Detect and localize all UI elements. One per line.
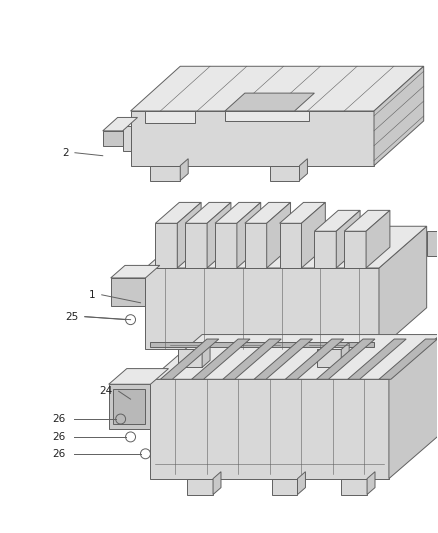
Text: 24: 24 — [99, 386, 113, 396]
Text: 26: 26 — [53, 432, 66, 442]
Polygon shape — [150, 335, 438, 379]
Polygon shape — [237, 203, 261, 268]
Polygon shape — [344, 231, 366, 268]
Polygon shape — [150, 342, 374, 348]
Polygon shape — [113, 389, 145, 424]
Polygon shape — [344, 211, 390, 231]
Polygon shape — [185, 223, 207, 268]
Polygon shape — [215, 223, 237, 268]
Polygon shape — [213, 472, 221, 495]
Text: 25: 25 — [66, 312, 79, 322]
Polygon shape — [427, 231, 438, 256]
Text: 26: 26 — [53, 449, 66, 459]
Polygon shape — [131, 111, 374, 166]
Polygon shape — [215, 203, 261, 223]
Polygon shape — [301, 203, 325, 268]
Polygon shape — [285, 339, 344, 379]
Polygon shape — [254, 339, 312, 379]
Polygon shape — [314, 231, 336, 268]
Polygon shape — [185, 203, 231, 223]
Polygon shape — [155, 223, 177, 268]
Polygon shape — [155, 203, 201, 223]
Polygon shape — [379, 226, 427, 350]
Polygon shape — [145, 226, 427, 268]
Polygon shape — [317, 339, 375, 379]
Polygon shape — [300, 159, 307, 181]
Polygon shape — [367, 472, 375, 495]
Text: 2: 2 — [62, 148, 69, 158]
Polygon shape — [225, 111, 309, 121]
Polygon shape — [123, 126, 131, 151]
Polygon shape — [245, 223, 267, 268]
Text: 1: 1 — [89, 290, 96, 300]
Polygon shape — [207, 203, 231, 268]
Polygon shape — [267, 203, 290, 268]
Polygon shape — [374, 66, 424, 166]
Text: 26: 26 — [53, 414, 66, 424]
Polygon shape — [314, 211, 360, 231]
Polygon shape — [103, 117, 138, 131]
Polygon shape — [223, 339, 281, 379]
Polygon shape — [109, 384, 150, 429]
Polygon shape — [272, 479, 297, 495]
Polygon shape — [341, 343, 349, 367]
Polygon shape — [389, 335, 438, 479]
Polygon shape — [150, 379, 389, 479]
Polygon shape — [336, 211, 360, 268]
Polygon shape — [270, 166, 300, 181]
Polygon shape — [348, 339, 406, 379]
Polygon shape — [180, 159, 188, 181]
Polygon shape — [279, 203, 325, 223]
Polygon shape — [297, 472, 305, 495]
Polygon shape — [131, 66, 424, 111]
Polygon shape — [225, 93, 314, 111]
Polygon shape — [178, 350, 202, 367]
Polygon shape — [109, 369, 169, 384]
Polygon shape — [145, 268, 379, 350]
Polygon shape — [177, 203, 201, 268]
Polygon shape — [279, 223, 301, 268]
Polygon shape — [245, 203, 290, 223]
Polygon shape — [366, 211, 390, 268]
Polygon shape — [150, 166, 180, 181]
Polygon shape — [111, 278, 145, 306]
Polygon shape — [191, 339, 250, 379]
Polygon shape — [318, 350, 341, 367]
Polygon shape — [379, 339, 438, 379]
Polygon shape — [103, 131, 123, 146]
Polygon shape — [111, 265, 160, 278]
Polygon shape — [145, 111, 195, 123]
Polygon shape — [202, 343, 210, 367]
Polygon shape — [160, 339, 219, 379]
Polygon shape — [341, 479, 367, 495]
Polygon shape — [187, 479, 213, 495]
